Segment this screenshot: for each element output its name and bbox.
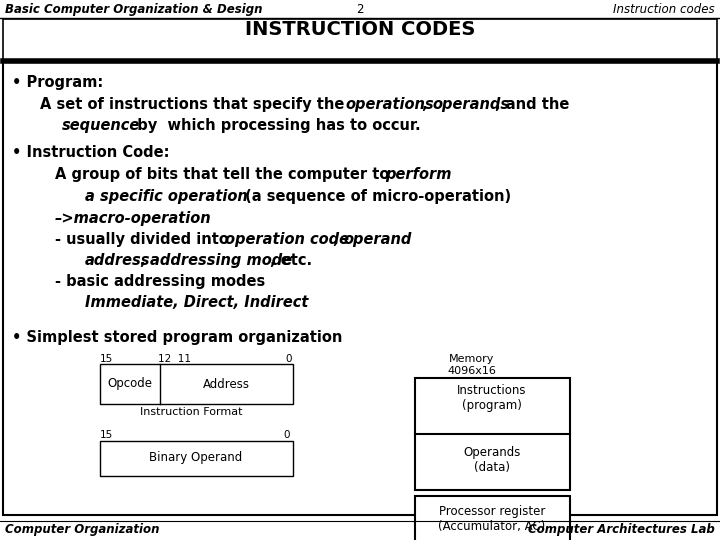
Text: Computer Architectures Lab: Computer Architectures Lab	[528, 523, 715, 536]
Text: perform: perform	[385, 167, 451, 182]
Text: • Simplest stored program organization: • Simplest stored program organization	[12, 330, 343, 345]
Text: 15: 15	[100, 354, 113, 364]
Text: operation code: operation code	[225, 232, 349, 247]
Text: Computer Organization: Computer Organization	[5, 523, 160, 536]
Text: 0: 0	[286, 354, 292, 364]
Bar	[100, 364, 293, 404]
Text: Operands
(data): Operands (data)	[463, 446, 521, 474]
Text: , and the: , and the	[495, 97, 570, 112]
Text: operands: operands	[432, 97, 509, 112]
Text: Address: Address	[202, 377, 250, 390]
Text: ,: ,	[422, 97, 433, 112]
Text: Instruction codes: Instruction codes	[613, 3, 715, 16]
Text: INSTRUCTION CODES: INSTRUCTION CODES	[245, 20, 475, 39]
Text: Opcode: Opcode	[107, 377, 153, 390]
Text: sequence: sequence	[62, 118, 140, 133]
Bar	[415, 378, 570, 490]
Text: Processor register
(Accumulator, AC): Processor register (Accumulator, AC)	[438, 505, 546, 533]
Text: 4096x16: 4096x16	[448, 366, 496, 376]
Text: ,: ,	[140, 253, 150, 268]
Text: Memory: Memory	[449, 354, 495, 364]
Bar	[3, 19, 717, 61]
Text: operand: operand	[343, 232, 411, 247]
Text: by  which processing has to occur.: by which processing has to occur.	[127, 118, 420, 133]
Text: –>macro-operation: –>macro-operation	[55, 211, 212, 226]
Text: Basic Computer Organization & Design: Basic Computer Organization & Design	[5, 3, 263, 16]
Text: address: address	[85, 253, 150, 268]
Text: Binary Operand: Binary Operand	[149, 451, 243, 464]
Text: 2: 2	[356, 3, 364, 16]
Text: a specific operation: a specific operation	[85, 189, 248, 204]
Text: 15: 15	[100, 430, 113, 440]
Text: • Instruction Code:: • Instruction Code:	[12, 145, 169, 160]
Text: Immediate, Direct, Indirect: Immediate, Direct, Indirect	[85, 295, 308, 310]
Text: 0: 0	[284, 430, 290, 440]
Text: • Program:: • Program:	[12, 75, 103, 90]
Text: - usually divided into: - usually divided into	[55, 232, 234, 247]
Text: - basic addressing modes: - basic addressing modes	[55, 274, 265, 289]
Text: ,: ,	[333, 232, 343, 247]
Bar	[100, 441, 293, 476]
Text: addressing mode: addressing mode	[150, 253, 292, 268]
Text: operations: operations	[345, 97, 433, 112]
Bar	[415, 496, 570, 540]
Text: Instruction Format: Instruction Format	[140, 407, 243, 417]
Text: 12  11: 12 11	[158, 354, 191, 364]
Text: , etc.: , etc.	[270, 253, 312, 268]
Text: Instructions
(program): Instructions (program)	[457, 384, 527, 412]
Text: A group of bits that tell the computer to: A group of bits that tell the computer t…	[55, 167, 395, 182]
Text: A set of instructions that specify the: A set of instructions that specify the	[40, 97, 349, 112]
Bar	[3, 62, 717, 515]
Text: (a sequence of micro-operation): (a sequence of micro-operation)	[240, 189, 511, 204]
